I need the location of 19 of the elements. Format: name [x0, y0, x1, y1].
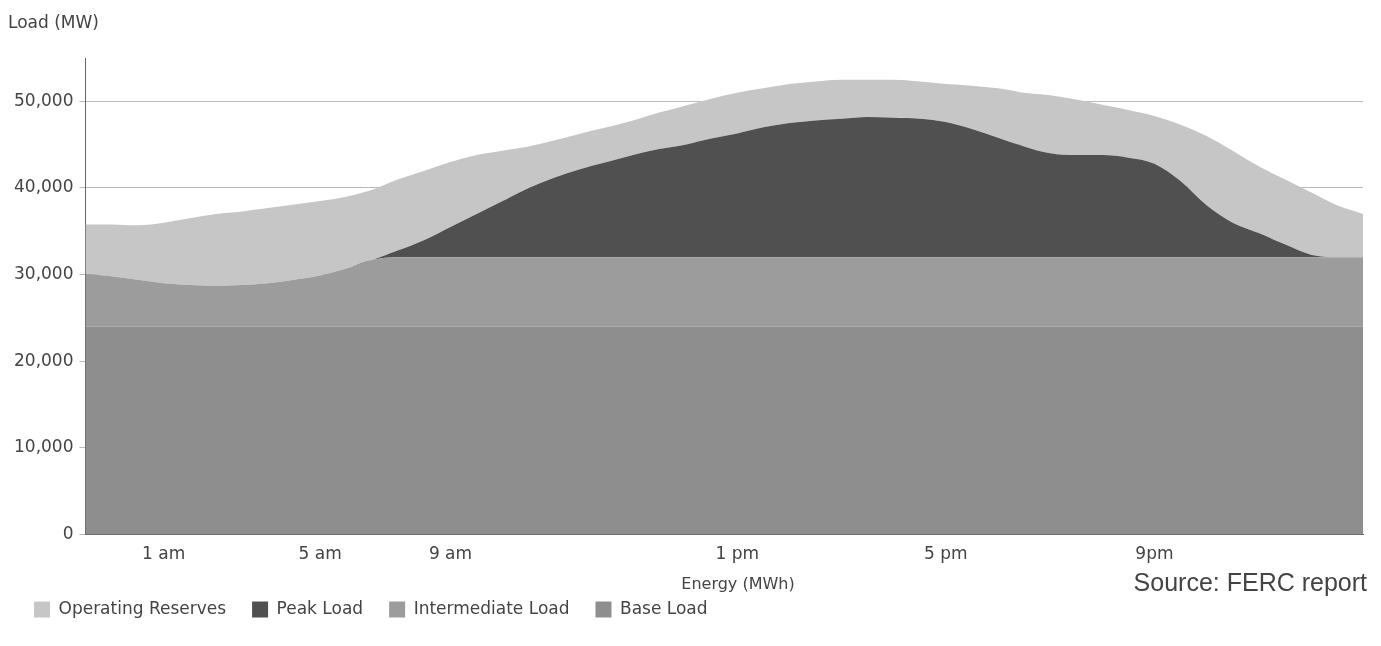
- x-axis-title: Energy (MWh): [680, 574, 796, 593]
- y-tick-label: 0: [62, 523, 74, 544]
- y-tick-label: 10,000: [14, 436, 74, 457]
- legend-label: Intermediate Load: [413, 597, 570, 618]
- x-tick-label: 1 pm: [715, 543, 760, 564]
- x-tick-label: 5 pm: [924, 543, 968, 564]
- legend-label: Operating Reserves: [58, 597, 227, 618]
- y-tick-label: 20,000: [14, 349, 74, 370]
- y-axis-title: Load (MW): [8, 12, 99, 32]
- x-tick-label: 9 am: [428, 543, 473, 564]
- source-note: Source: FERC report: [1133, 568, 1367, 597]
- x-tick-label: 1 am: [142, 543, 186, 564]
- y-tick-label: 40,000: [14, 176, 74, 197]
- x-tick-label: 9pm: [1135, 543, 1174, 564]
- x-tick-label: 5 am: [298, 543, 342, 564]
- y-tick-label: 50,000: [14, 89, 74, 110]
- legend-label: Base Load: [620, 597, 708, 618]
- y-tick-label: 30,000: [14, 263, 74, 284]
- legend-label: Peak Load: [276, 597, 364, 618]
